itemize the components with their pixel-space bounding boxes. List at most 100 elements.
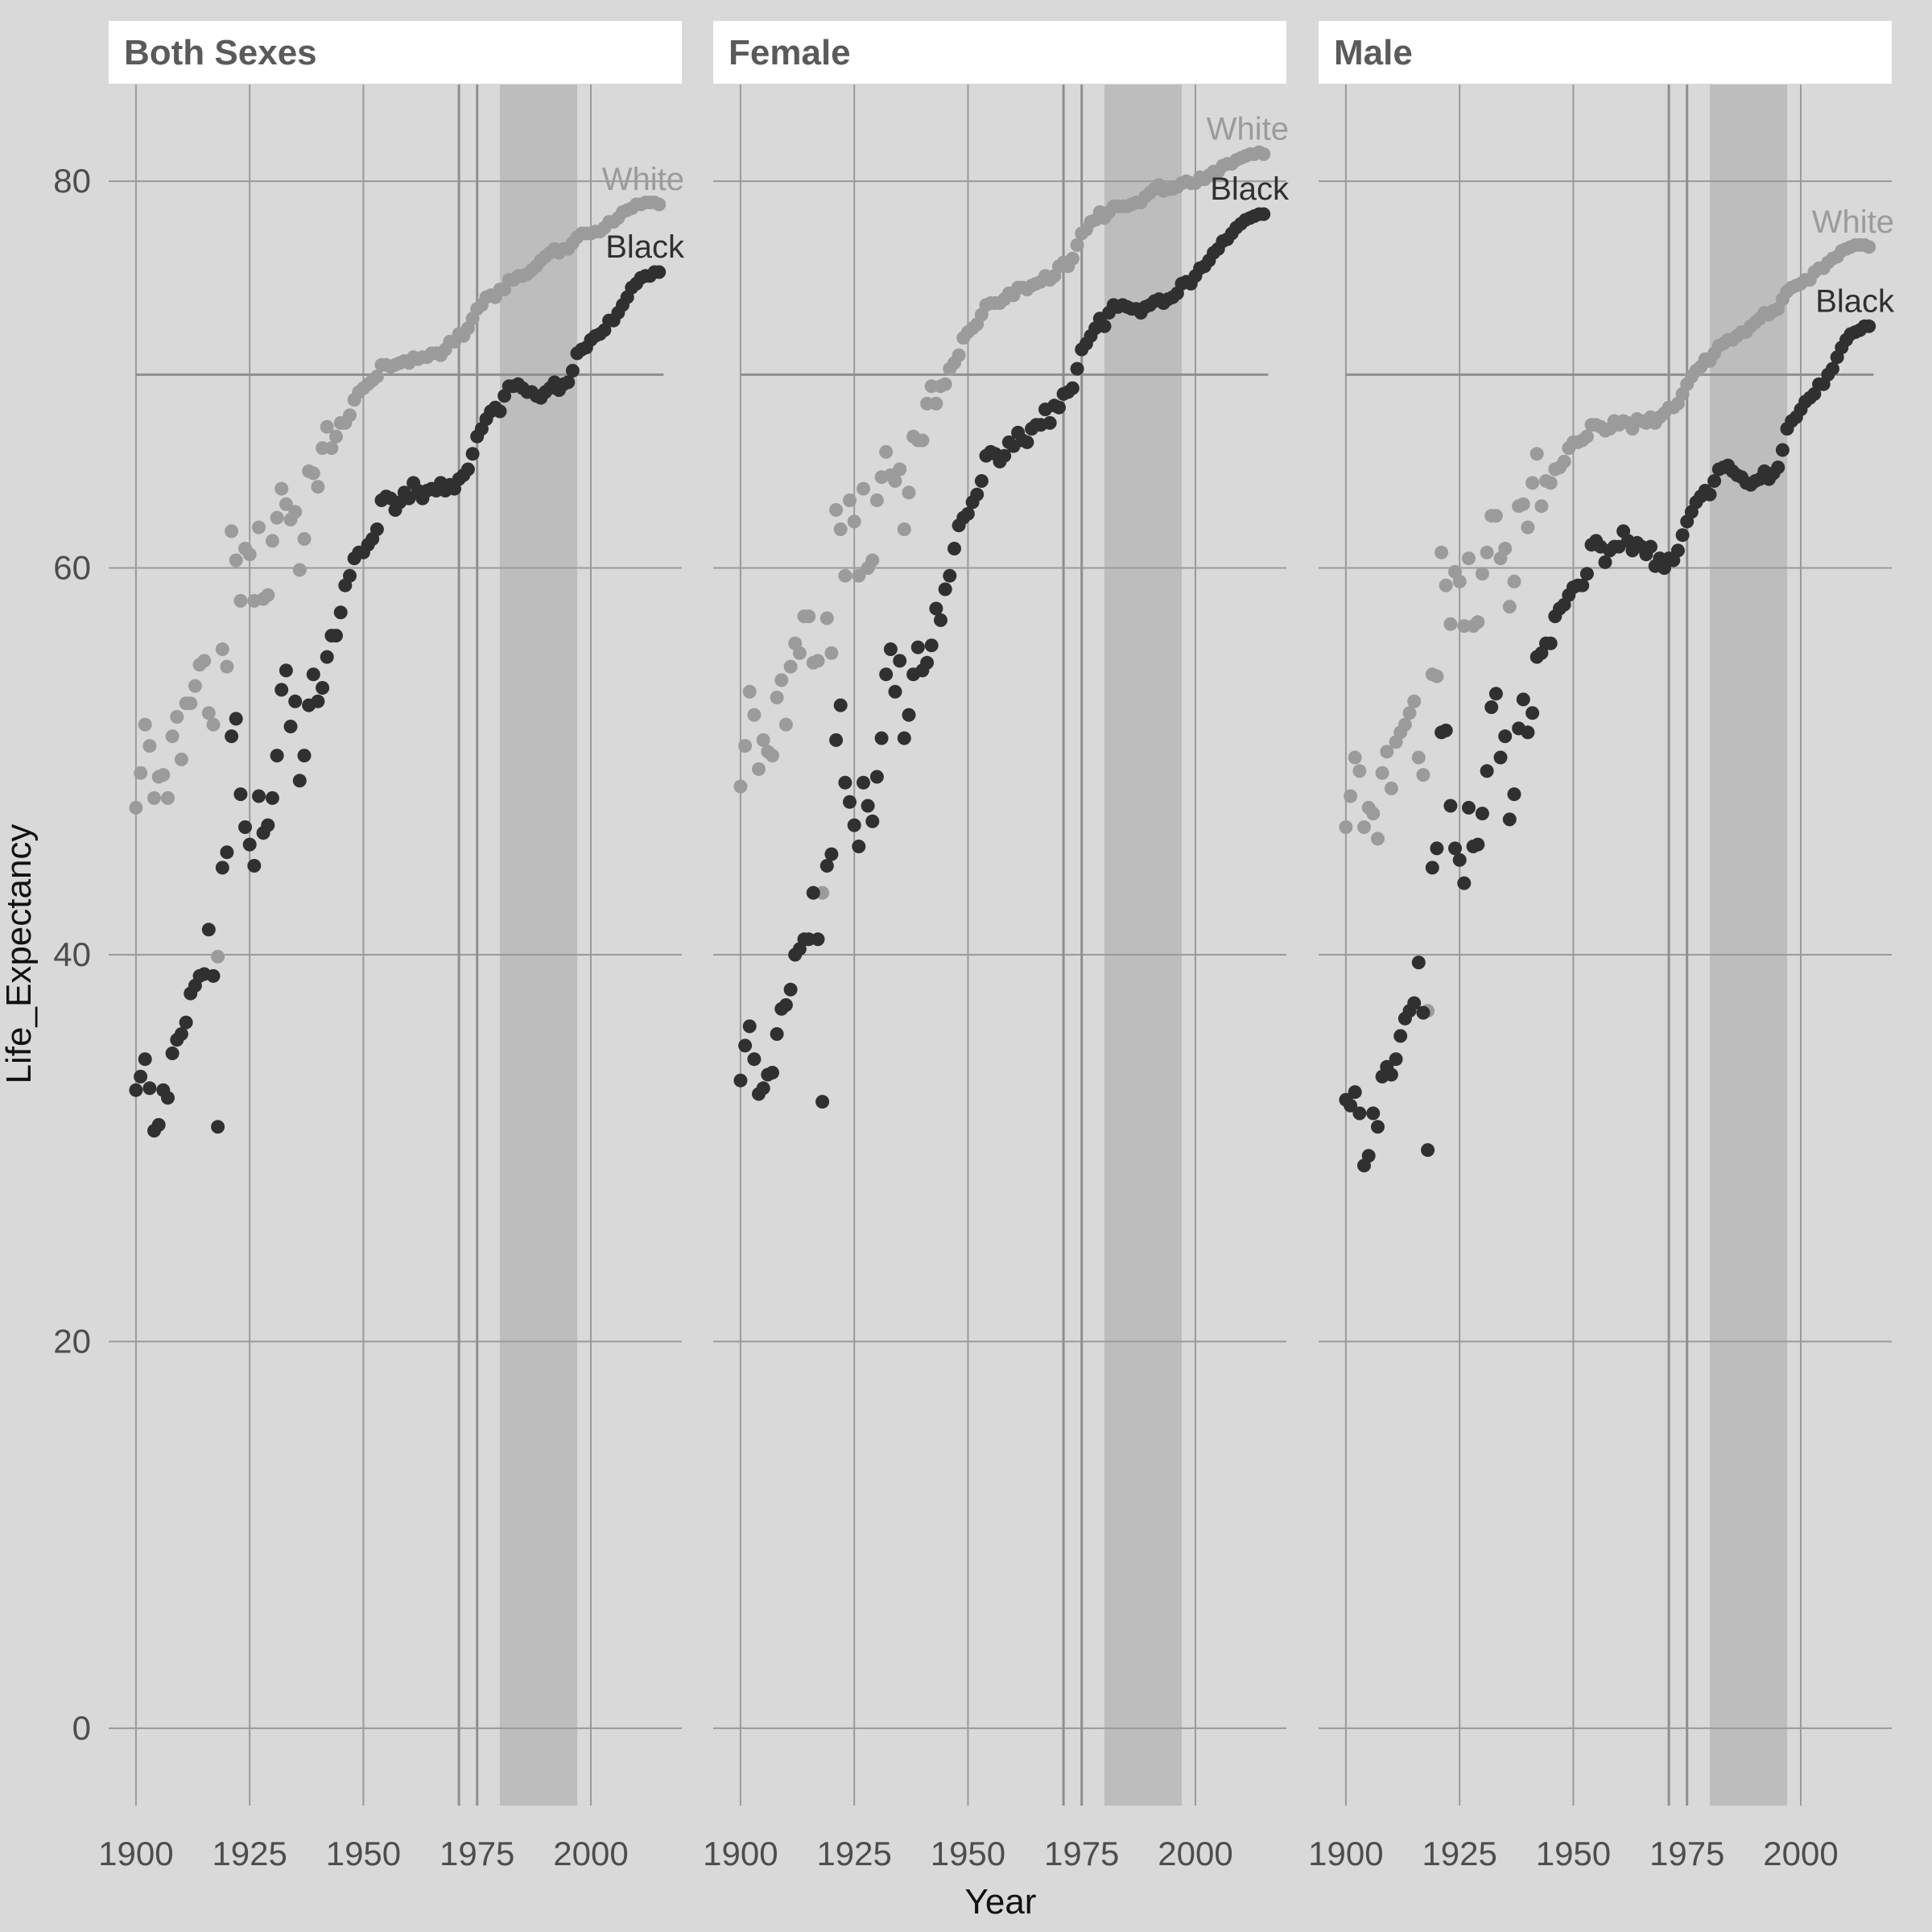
data-point xyxy=(1416,1005,1430,1020)
data-point xyxy=(924,638,939,653)
data-point xyxy=(261,818,275,832)
data-point xyxy=(1439,723,1453,737)
x-tick-label: 1950 xyxy=(1536,1835,1611,1872)
data-point xyxy=(1070,237,1084,252)
x-tick-label: 1950 xyxy=(326,1835,401,1872)
data-point xyxy=(792,646,807,660)
data-point xyxy=(938,582,952,597)
data-point xyxy=(1480,545,1494,559)
data-point xyxy=(134,1069,148,1084)
data-point xyxy=(1439,578,1453,592)
data-point xyxy=(733,779,748,794)
data-point xyxy=(320,419,334,434)
data-point xyxy=(838,775,852,790)
data-point xyxy=(161,1091,175,1105)
data-point xyxy=(756,733,770,747)
data-point xyxy=(1703,487,1717,502)
data-point xyxy=(1488,509,1503,523)
data-point xyxy=(1416,768,1430,782)
data-point xyxy=(279,497,293,511)
data-point xyxy=(283,720,298,733)
data-point xyxy=(1484,700,1499,714)
data-point xyxy=(766,1066,779,1080)
data-point xyxy=(738,1038,753,1053)
data-point xyxy=(1543,476,1558,490)
data-point xyxy=(1411,956,1426,970)
series-label-white: White xyxy=(1812,204,1894,240)
data-point xyxy=(733,1073,748,1088)
data-point xyxy=(824,847,839,861)
x-tick-label: 1900 xyxy=(703,1835,778,1872)
y-tick-label: 80 xyxy=(53,162,91,200)
data-point xyxy=(1475,807,1489,821)
data-point xyxy=(888,684,902,699)
data-point xyxy=(752,762,766,776)
x-tick-label: 2000 xyxy=(1763,1835,1838,1872)
data-point xyxy=(1380,745,1394,759)
data-point xyxy=(1462,551,1476,566)
data-point xyxy=(1397,717,1412,732)
data-point xyxy=(843,795,857,809)
facet-title-female: Female xyxy=(729,33,851,72)
data-point xyxy=(201,923,216,937)
data-point xyxy=(1421,1143,1435,1158)
data-point xyxy=(1052,400,1066,415)
data-point xyxy=(211,1120,225,1134)
data-point xyxy=(1097,319,1112,333)
data-point xyxy=(229,712,243,726)
x-tick-label: 1900 xyxy=(1308,1835,1383,1872)
data-point xyxy=(270,510,284,525)
data-point xyxy=(292,563,307,577)
data-point xyxy=(242,837,257,852)
data-point xyxy=(952,348,966,362)
data-point xyxy=(174,1027,188,1041)
data-point xyxy=(1579,567,1594,581)
data-point xyxy=(179,1015,193,1030)
data-point xyxy=(1070,361,1084,376)
data-point xyxy=(1425,861,1439,875)
data-point xyxy=(1393,1029,1408,1043)
data-point xyxy=(824,646,839,660)
x-tick-label: 1925 xyxy=(1422,1835,1496,1872)
data-point xyxy=(1525,476,1540,490)
data-point xyxy=(297,749,312,763)
data-point xyxy=(960,506,975,521)
data-point xyxy=(215,861,229,875)
facet-strip-male xyxy=(1319,21,1892,84)
x-tick-label: 1925 xyxy=(212,1835,287,1872)
data-point xyxy=(1462,800,1476,815)
data-point xyxy=(770,1027,784,1041)
data-point xyxy=(929,396,943,411)
data-point xyxy=(324,441,339,456)
data-point xyxy=(770,691,784,704)
data-point xyxy=(893,654,907,668)
data-point xyxy=(1348,750,1362,765)
data-point xyxy=(1862,240,1876,254)
data-point xyxy=(1361,1149,1376,1163)
data-point xyxy=(1521,725,1535,740)
data-point xyxy=(802,609,816,624)
y-tick-label: 40 xyxy=(53,935,91,973)
data-point xyxy=(756,1081,770,1096)
data-point xyxy=(206,968,221,983)
data-point xyxy=(833,522,848,536)
series-black-female xyxy=(733,207,1271,1109)
data-point xyxy=(247,859,262,873)
data-point xyxy=(929,601,943,616)
data-point xyxy=(311,480,325,494)
facet-strip-both-sexes xyxy=(109,21,682,84)
data-point xyxy=(852,840,866,853)
data-point xyxy=(1670,543,1685,558)
facet-strip-female xyxy=(713,21,1286,84)
data-point xyxy=(869,493,884,507)
data-point xyxy=(947,542,961,555)
series-label-black: Black xyxy=(605,229,685,265)
data-point xyxy=(1065,381,1080,395)
data-point xyxy=(206,717,221,732)
data-point xyxy=(329,429,343,444)
data-point xyxy=(184,696,198,711)
data-point xyxy=(1352,764,1367,778)
x-tick-label: 1975 xyxy=(440,1835,514,1872)
facet-panel-both-sexes: Both Sexes White Black 1900 1925 1950 1975 2000… xyxy=(53,21,685,1872)
data-point xyxy=(1443,617,1458,631)
